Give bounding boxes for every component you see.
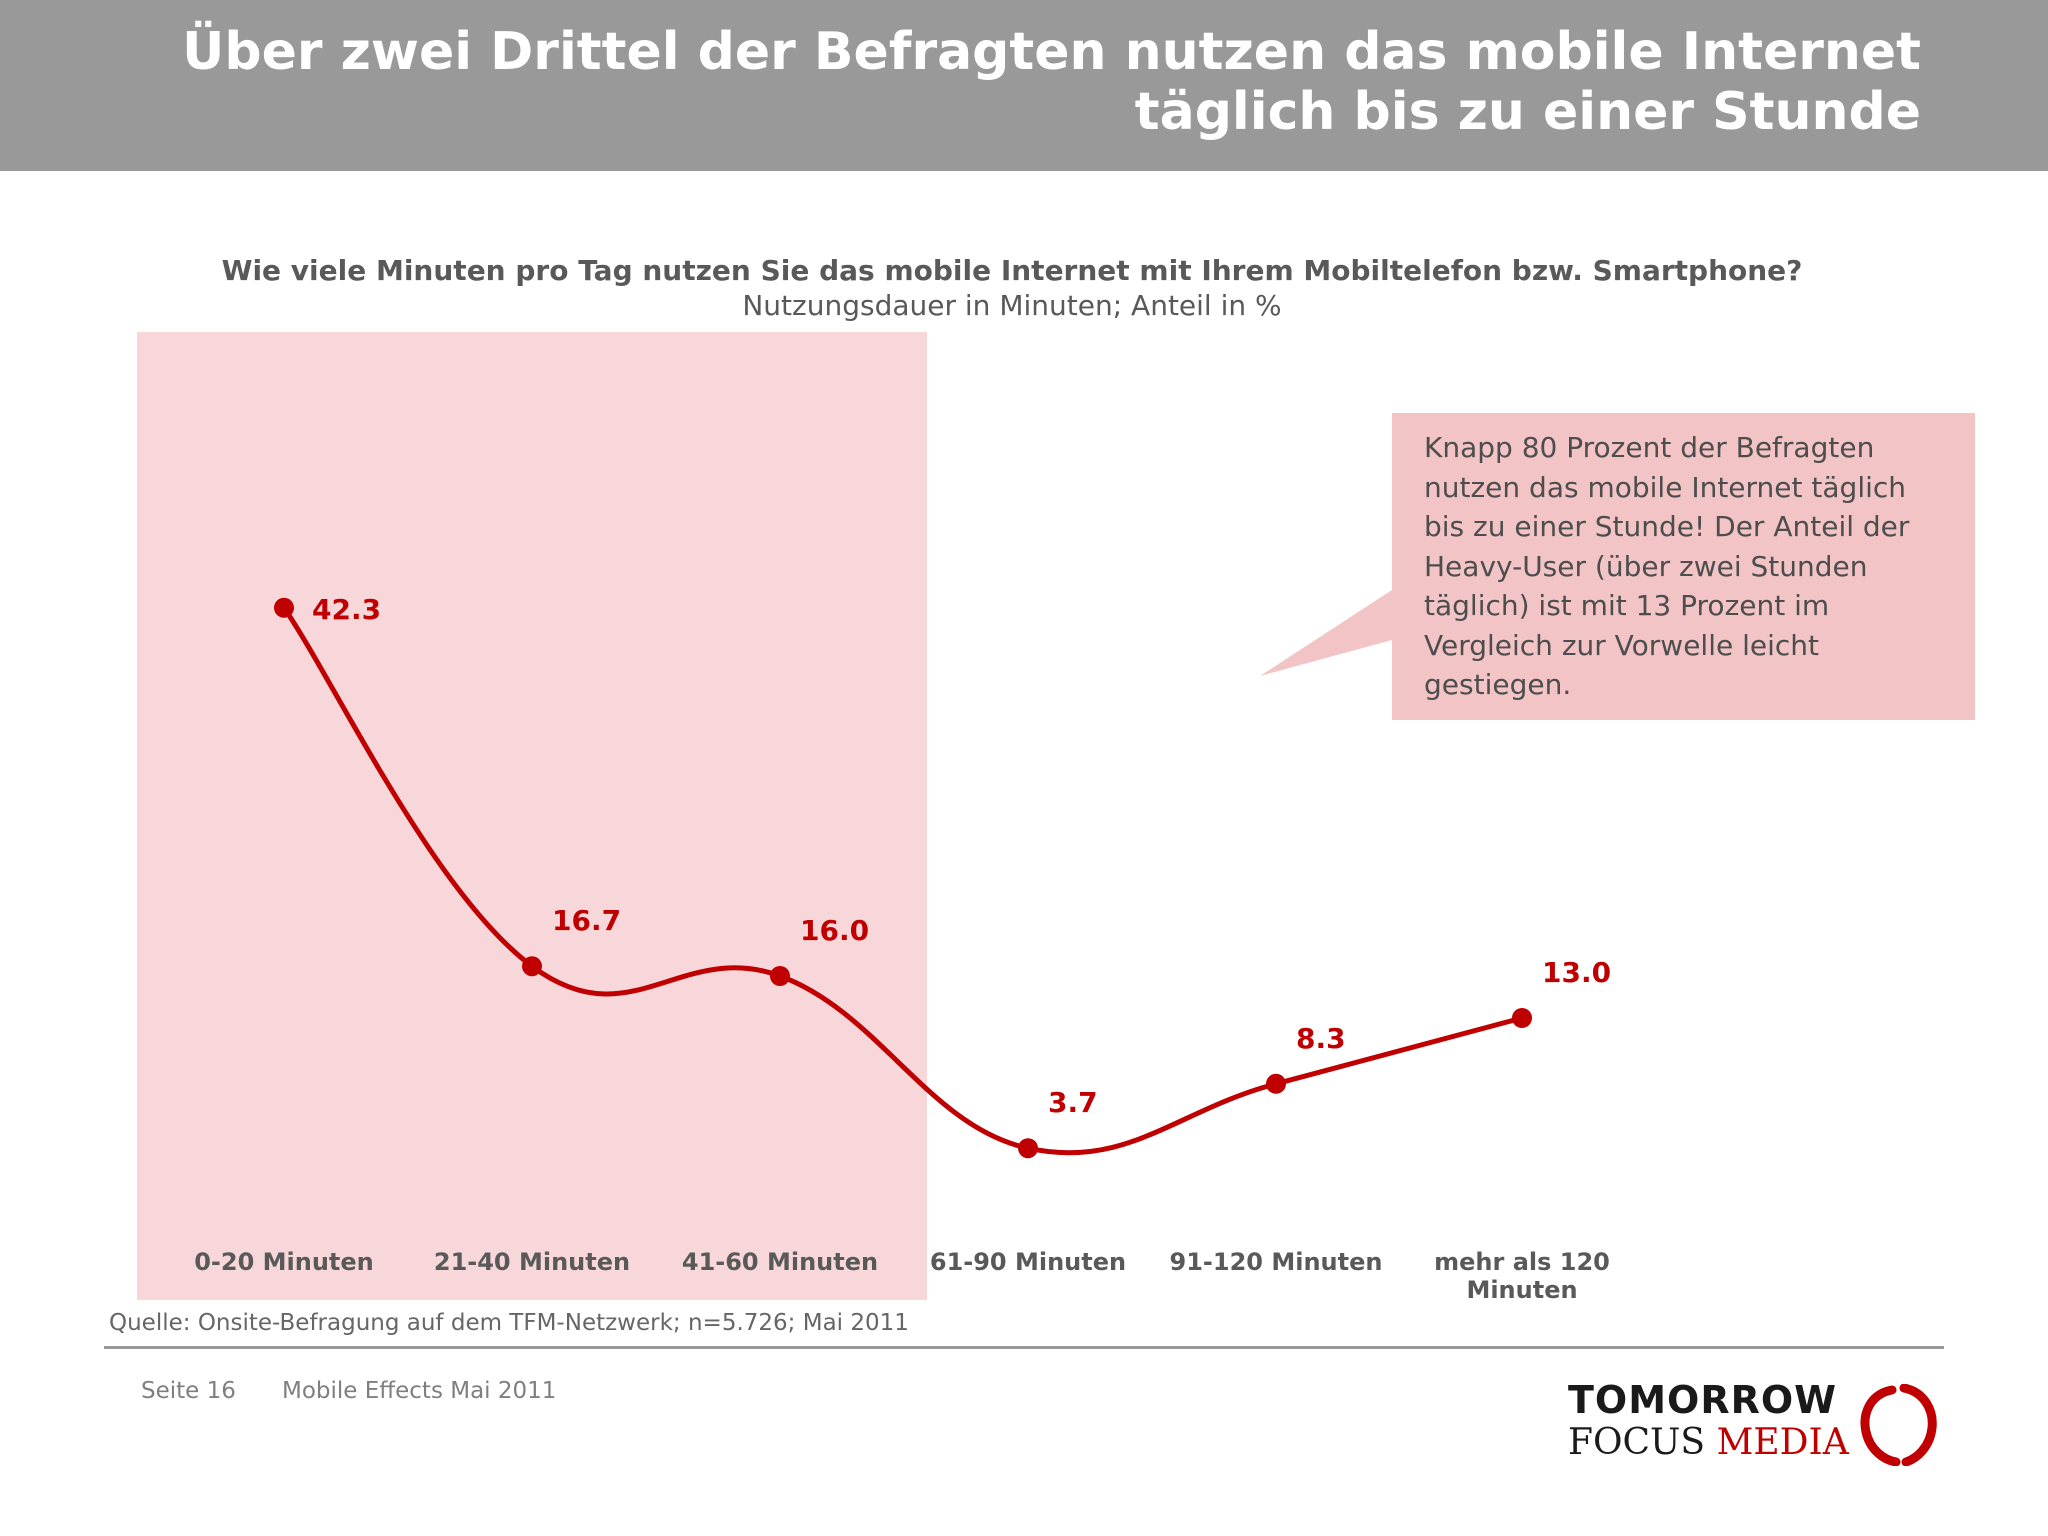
header-bar: Über zwei Drittel der Befragten nutzen d… — [0, 0, 2048, 171]
callout-line-5: täglich) ist mit 13 Prozent im — [1424, 589, 1830, 622]
data-label-3: 16.0 — [800, 914, 869, 947]
data-label-5: 8.3 — [1296, 1022, 1346, 1055]
category-label-2: 21-40 Minuten — [433, 1248, 631, 1276]
data-label-2: 16.7 — [552, 904, 621, 937]
callout-line-1: Knapp 80 Prozent der Befragten — [1424, 431, 1875, 464]
category-label-5: 91-120 Minuten — [1169, 1248, 1383, 1276]
category-label-4: 61-90 Minuten — [929, 1248, 1127, 1276]
callout-line-2: nutzen das mobile Internet täglich — [1424, 470, 1907, 504]
callout-box — [1260, 413, 1975, 720]
data-point-3 — [770, 966, 790, 986]
callout-line-3: bis zu einer Stunde! Der Anteil der — [1424, 510, 1910, 543]
data-label-1: 42.3 — [312, 593, 381, 626]
category-label-3: 41-60 Minuten — [681, 1248, 879, 1276]
data-point-2 — [522, 956, 542, 977]
callout-line-4: Heavy-User (über zwei Stunden — [1424, 549, 1868, 583]
callout-line-7: gestiegen. — [1424, 668, 1572, 701]
data-point-5 — [1266, 1073, 1286, 1094]
page-title: Über zwei Drittel der Befragten nutzen d… — [121, 22, 1921, 142]
highlight-band — [137, 332, 927, 1300]
callout-text: Knapp 80 Prozent der Befragten nutzen das… — [1424, 428, 1984, 705]
chart-title: Wie viele Minuten pro Tag nutzen Sie das… — [221, 254, 1803, 287]
category-label-6: mehr als 120 Minuten — [1434, 1248, 1610, 1304]
data-point-6 — [1512, 1008, 1532, 1028]
footer-divider — [104, 1346, 1944, 1349]
source-note: Quelle: Onsite-Befragung auf dem TFM-Net… — [109, 1310, 909, 1336]
data-label-4: 3.7 — [1048, 1086, 1098, 1119]
data-point-4 — [1018, 1138, 1038, 1159]
logo-line-1: TOMORROW — [1568, 1378, 1838, 1422]
data-point-1 — [274, 597, 294, 618]
page-number: Seite 16 — [141, 1378, 236, 1404]
company-logo: TOMORROW FOCUS MEDIA — [1568, 1378, 1948, 1468]
page-title-line-1: Über zwei Drittel der Befragten nutzen d… — [182, 22, 1921, 82]
page-title-line-2: täglich bis zu einer Stunde — [1134, 82, 1921, 142]
category-label-1: 0-20 Minuten — [194, 1248, 374, 1276]
data-label-6: 13.0 — [1542, 956, 1611, 989]
callout-line-6: Vergleich zur Vorwelle leicht — [1424, 628, 1820, 662]
chart-subtitle: Nutzungsdauer in Minuten; Anteil in % — [742, 289, 1282, 322]
document-title: Mobile Effects Mai 2011 — [282, 1378, 557, 1404]
logo-ring-icon — [1860, 1384, 1937, 1466]
logo-line-2: FOCUS MEDIA — [1568, 1422, 1849, 1463]
logo-focus: FOCUS — [1568, 1422, 1706, 1463]
logo-media: MEDIA — [1716, 1422, 1849, 1463]
